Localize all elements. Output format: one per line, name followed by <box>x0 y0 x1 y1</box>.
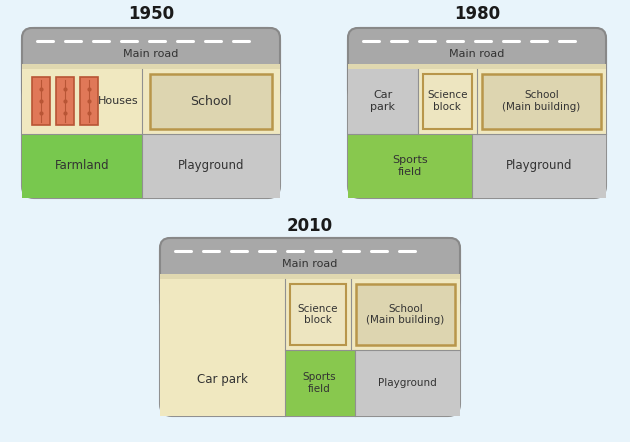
Bar <box>32 77 50 126</box>
FancyBboxPatch shape <box>160 238 460 416</box>
FancyBboxPatch shape <box>348 28 606 100</box>
Text: 1950: 1950 <box>128 5 174 23</box>
Text: Science
block: Science block <box>297 304 338 325</box>
Text: Playground: Playground <box>178 159 244 172</box>
Bar <box>22 69 142 133</box>
Bar <box>423 74 472 129</box>
Bar <box>285 350 355 416</box>
Text: 1980: 1980 <box>454 5 500 23</box>
Text: Farmland: Farmland <box>55 159 109 172</box>
Bar <box>285 279 460 350</box>
Text: Car park: Car park <box>197 373 248 385</box>
Text: Main road: Main road <box>449 49 505 59</box>
Text: Science
block: Science block <box>427 91 467 112</box>
Bar <box>22 64 280 69</box>
Bar <box>22 133 142 198</box>
Bar <box>348 133 472 198</box>
FancyBboxPatch shape <box>22 28 280 100</box>
Text: Car
park: Car park <box>370 91 396 112</box>
Text: Main road: Main road <box>123 49 179 59</box>
Bar <box>348 69 606 133</box>
Bar <box>355 350 460 416</box>
Bar <box>150 74 272 129</box>
Text: 2010: 2010 <box>287 217 333 235</box>
Bar <box>348 69 418 133</box>
Bar <box>160 279 285 416</box>
Bar <box>472 133 606 198</box>
Bar <box>290 284 346 345</box>
Text: Sports
field: Sports field <box>392 155 428 176</box>
FancyBboxPatch shape <box>160 238 460 310</box>
Text: School
(Main building): School (Main building) <box>502 91 581 112</box>
Bar <box>348 64 606 69</box>
Bar <box>56 77 74 126</box>
Text: Sports
field: Sports field <box>303 372 336 394</box>
Bar <box>142 133 280 198</box>
Bar <box>160 274 460 279</box>
Text: School: School <box>190 95 232 108</box>
Text: Houses: Houses <box>98 96 139 106</box>
Text: Main road: Main road <box>282 259 338 269</box>
Bar <box>482 74 601 129</box>
Text: Playground: Playground <box>506 159 572 172</box>
Bar <box>356 284 455 345</box>
Bar <box>142 69 280 133</box>
FancyBboxPatch shape <box>22 28 280 198</box>
Text: School
(Main building): School (Main building) <box>367 304 445 325</box>
FancyBboxPatch shape <box>348 28 606 198</box>
Bar <box>80 77 98 126</box>
Text: Playground: Playground <box>378 378 437 388</box>
